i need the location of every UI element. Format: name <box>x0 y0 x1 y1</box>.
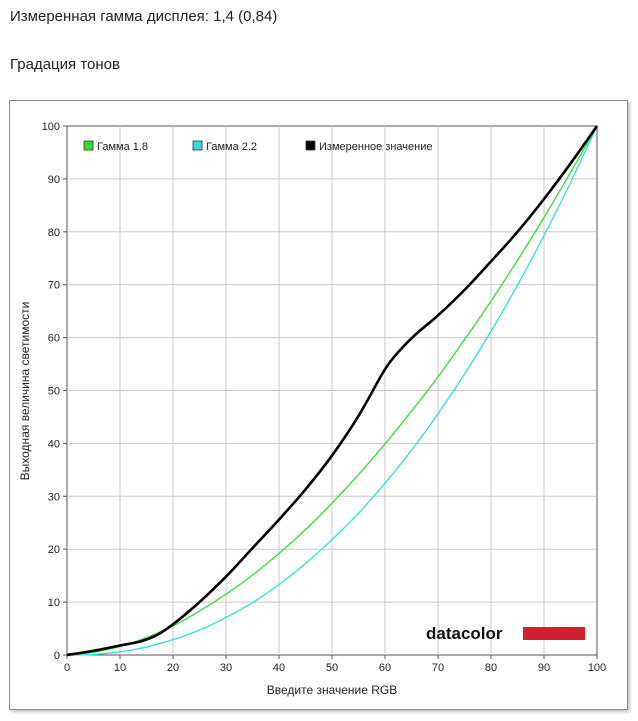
x-tick-label: 30 <box>220 662 232 674</box>
y-tick-label: 60 <box>48 333 60 345</box>
x-tick-label: 0 <box>64 662 70 674</box>
datacolor-logo-text: datacolor <box>426 624 503 643</box>
x-tick-label: 60 <box>379 662 391 674</box>
x-tick-label: 10 <box>114 662 126 674</box>
y-tick-label: 40 <box>48 438 60 450</box>
legend-swatch-3 <box>305 140 316 151</box>
series-line-1 <box>66 125 598 656</box>
grid <box>67 126 597 655</box>
chart-svg: 0 10 20 30 40 50 60 70 80 90 100 0 10 20 30 40 50 60 70 80 9… <box>18 121 607 697</box>
y-tick-label: 20 <box>48 544 60 556</box>
y-tick-label: 100 <box>42 121 60 133</box>
legend: Гамма 1.8 Гамма 2.2 Измеренное значение <box>83 140 433 153</box>
x-tick-label: 70 <box>432 662 444 674</box>
section-title: Градация тонов <box>10 56 120 73</box>
x-tick-label: 20 <box>167 662 179 674</box>
legend-label-3: Измеренное значение <box>319 141 433 153</box>
y-tick-label: 30 <box>48 491 60 503</box>
x-tick-label: 80 <box>485 662 497 674</box>
legend-label-1: Гамма 1.8 <box>97 141 148 153</box>
x-tick-label: 90 <box>538 662 550 674</box>
legend-swatch-2 <box>192 140 203 151</box>
tone-gradation-chart: 0 10 20 30 40 50 60 70 80 90 100 0 10 20 30 40 50 60 70 80 9… <box>9 100 628 710</box>
legend-label-2: Гамма 2.2 <box>206 141 257 153</box>
x-tick-label: 100 <box>588 662 606 674</box>
y-tick-label: 0 <box>54 650 60 662</box>
datacolor-logo: datacolor <box>426 624 585 643</box>
datacolor-logo-bar <box>523 627 585 640</box>
y-tick-label: 50 <box>48 386 60 398</box>
axis-ticks: 0 10 20 30 40 50 60 70 80 90 100 0 10 20 30 40 50 60 70 80 9… <box>42 121 607 674</box>
measured-gamma-text: Измеренная гамма дисплея: 1,4 (0,84) <box>10 8 278 25</box>
x-tick-label: 40 <box>273 662 285 674</box>
y-tick-label: 70 <box>48 280 60 292</box>
series-line-2 <box>66 125 598 656</box>
series-line-3 <box>66 125 599 657</box>
y-axis-label: Выходная величина светимости <box>18 302 32 481</box>
legend-swatch-1 <box>83 140 94 151</box>
x-tick-label: 50 <box>326 662 338 674</box>
y-tick-label: 80 <box>48 227 60 239</box>
series-lines <box>66 125 599 657</box>
y-tick-label: 10 <box>48 597 60 609</box>
x-axis-label: Введите значение RGB <box>267 683 398 697</box>
y-tick-label: 90 <box>48 174 60 186</box>
